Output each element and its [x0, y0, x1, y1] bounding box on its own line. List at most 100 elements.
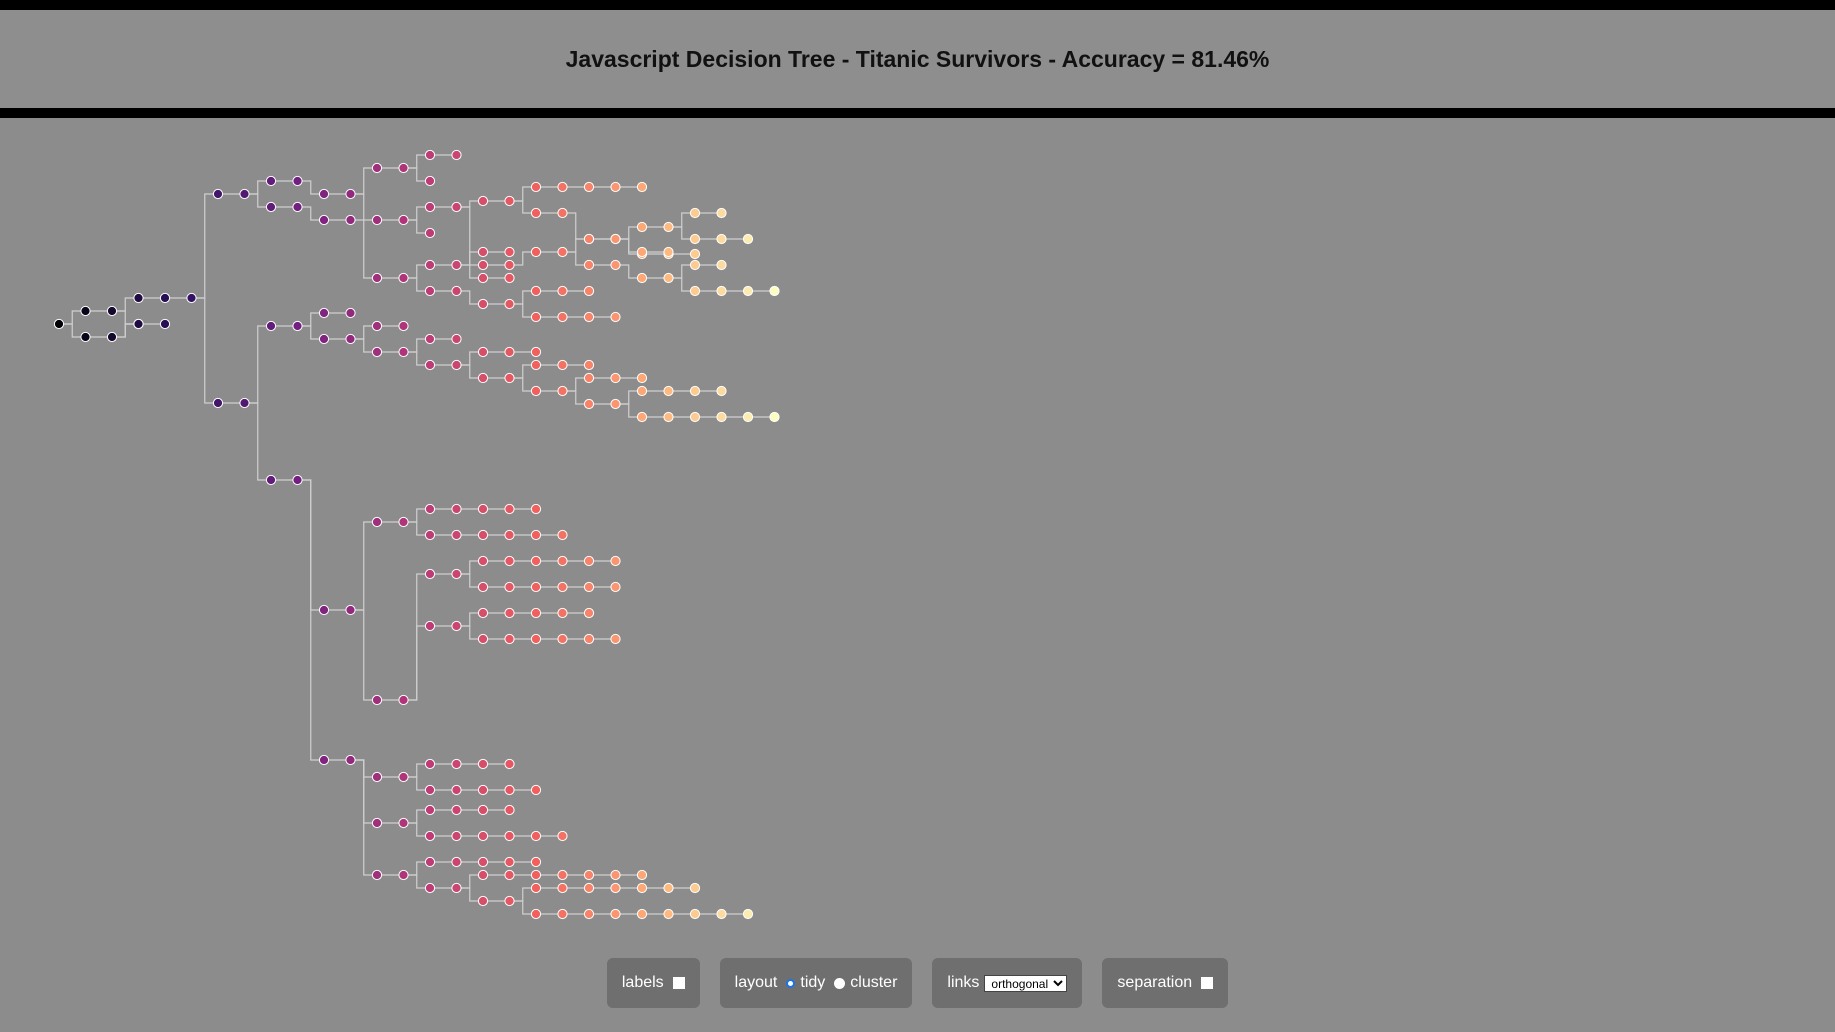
tree-node[interactable]	[530, 359, 542, 371]
tree-node[interactable]	[477, 555, 489, 567]
tree-node[interactable]	[477, 503, 489, 515]
tree-node[interactable]	[663, 882, 674, 894]
tree-node[interactable]	[451, 333, 462, 345]
tree-node[interactable]	[451, 882, 462, 894]
tree-node[interactable]	[424, 784, 436, 796]
tree-node[interactable]	[610, 633, 621, 645]
tree-node[interactable]	[557, 311, 568, 323]
tree-node[interactable]	[265, 320, 277, 332]
tree-node[interactable]	[80, 305, 91, 317]
layout-cluster-radio[interactable]	[834, 977, 846, 989]
tree-node[interactable]	[371, 272, 383, 284]
tree-node[interactable]	[504, 784, 515, 796]
tree-node[interactable]	[742, 233, 754, 245]
tree-node[interactable]	[636, 908, 648, 920]
tree-node[interactable]	[504, 246, 515, 258]
tree-node[interactable]	[424, 201, 436, 213]
tree-node[interactable]	[477, 804, 489, 816]
tree-node[interactable]	[424, 333, 436, 345]
tree-node[interactable]	[239, 188, 250, 200]
tree-node[interactable]	[583, 311, 595, 323]
tree-node[interactable]	[557, 359, 568, 371]
tree-node[interactable]	[239, 397, 250, 409]
tree-node[interactable]	[345, 333, 356, 345]
tree-node[interactable]	[530, 246, 542, 258]
tree-node[interactable]	[451, 285, 462, 297]
tree-node[interactable]	[345, 214, 356, 226]
tree-node[interactable]	[742, 411, 754, 423]
tree-node[interactable]	[398, 272, 409, 284]
tree-node[interactable]	[636, 221, 648, 233]
tree-node[interactable]	[636, 372, 648, 384]
tree-node[interactable]	[424, 758, 436, 770]
tree-node[interactable]	[292, 320, 303, 332]
tree-node[interactable]	[610, 882, 621, 894]
tree-node[interactable]	[504, 607, 515, 619]
tree-node[interactable]	[504, 372, 515, 384]
tree-node[interactable]	[424, 856, 436, 868]
tree-node[interactable]	[663, 246, 674, 258]
tree-node[interactable]	[371, 817, 383, 829]
tree-node[interactable]	[689, 411, 701, 423]
tree-node[interactable]	[530, 555, 542, 567]
tree-node[interactable]	[106, 331, 118, 343]
tree-node[interactable]	[610, 181, 621, 193]
tree-node[interactable]	[318, 307, 330, 319]
tree-node[interactable]	[398, 162, 409, 174]
tree-node[interactable]	[504, 259, 515, 271]
tree-node[interactable]	[583, 285, 595, 297]
tree-node[interactable]	[477, 246, 489, 258]
tree-node[interactable]	[557, 246, 568, 258]
tree-node[interactable]	[689, 882, 701, 894]
tree-node[interactable]	[689, 207, 701, 219]
tree-node[interactable]	[345, 754, 356, 766]
tree-node[interactable]	[398, 214, 409, 226]
tree-node[interactable]	[477, 259, 489, 271]
tree-node[interactable]	[557, 181, 568, 193]
tree-node[interactable]	[424, 804, 436, 816]
tree-node[interactable]	[530, 581, 542, 593]
tree-node[interactable]	[504, 581, 515, 593]
tree-node[interactable]	[504, 529, 515, 541]
tree-node[interactable]	[80, 331, 91, 343]
tree-node[interactable]	[451, 529, 462, 541]
tree-node[interactable]	[530, 311, 542, 323]
tree-node[interactable]	[530, 830, 542, 842]
tree-node[interactable]	[504, 298, 515, 310]
tree-node[interactable]	[504, 503, 515, 515]
tree-node[interactable]	[742, 908, 754, 920]
decision-tree[interactable]	[0, 118, 1835, 956]
tree-node[interactable]	[636, 246, 648, 258]
tree-node[interactable]	[212, 188, 224, 200]
tree-node[interactable]	[159, 318, 171, 330]
tree-node[interactable]	[610, 259, 621, 271]
tree-node[interactable]	[557, 869, 568, 881]
tree-node[interactable]	[663, 385, 674, 397]
tree-node[interactable]	[318, 754, 330, 766]
tree-node[interactable]	[477, 895, 489, 907]
tree-node[interactable]	[451, 784, 462, 796]
tree-node[interactable]	[583, 359, 595, 371]
tree-node[interactable]	[477, 830, 489, 842]
tree-node[interactable]	[504, 195, 515, 207]
tree-node[interactable]	[451, 758, 462, 770]
tree-node[interactable]	[530, 607, 542, 619]
tree-node[interactable]	[557, 529, 568, 541]
tree-node[interactable]	[292, 175, 303, 187]
tree-node[interactable]	[557, 385, 568, 397]
tree-node[interactable]	[583, 181, 595, 193]
tree-node[interactable]	[212, 397, 224, 409]
tree-node[interactable]	[186, 292, 197, 304]
tree-node[interactable]	[133, 318, 144, 330]
tree-node[interactable]	[398, 516, 409, 528]
tree-node[interactable]	[318, 333, 330, 345]
tree-node[interactable]	[769, 285, 780, 297]
tree-node[interactable]	[636, 882, 648, 894]
tree-node[interactable]	[610, 311, 621, 323]
tree-node[interactable]	[636, 272, 648, 284]
tree-node[interactable]	[424, 568, 436, 580]
tree-node[interactable]	[265, 474, 277, 486]
tree-node[interactable]	[530, 529, 542, 541]
tree-node[interactable]	[716, 207, 727, 219]
tree-node[interactable]	[557, 908, 568, 920]
